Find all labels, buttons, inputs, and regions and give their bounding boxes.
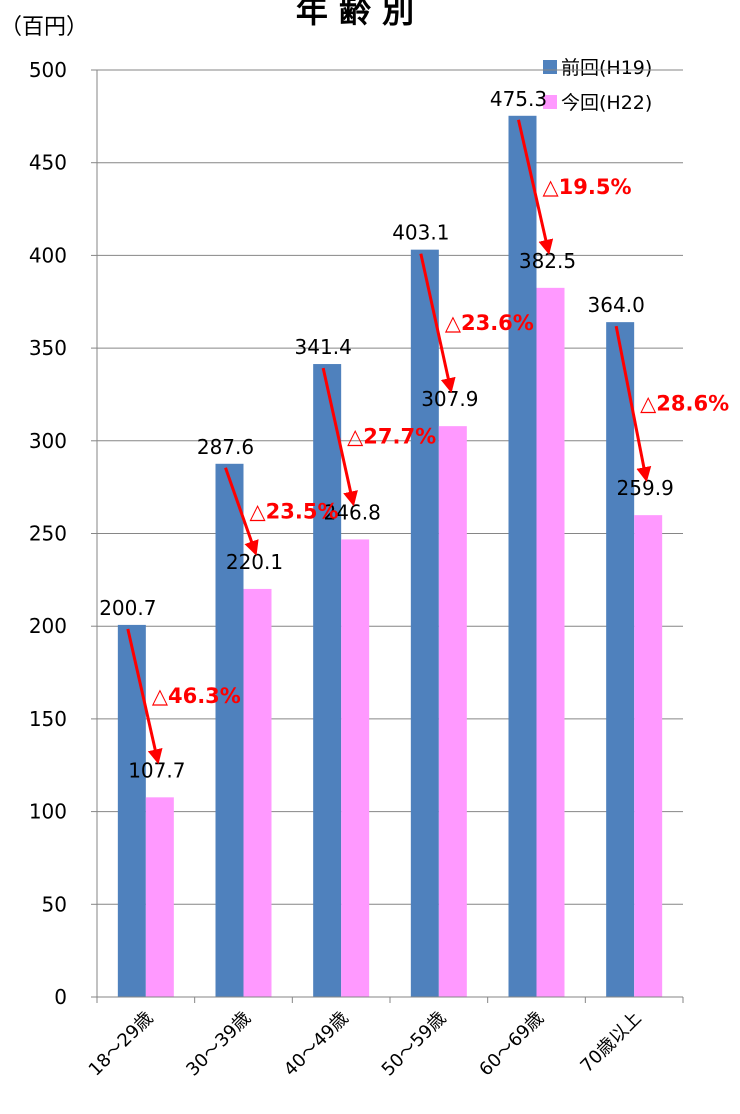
x-tick-label: 60～69歳 [475, 1008, 548, 1081]
axes [91, 69, 684, 1003]
y-tick-label: 250 [29, 522, 67, 546]
bar-previous [606, 322, 635, 997]
legend-swatch-current [543, 95, 557, 109]
y-tick-label: 400 [29, 243, 67, 267]
change-arrow [321, 367, 358, 507]
change-arrow [419, 253, 456, 394]
x-tick-label: 70歳以上 [576, 1008, 645, 1077]
change-arrow [224, 467, 259, 556]
y-tick-label: 450 [29, 151, 67, 175]
change-label: △23.6% [445, 311, 534, 335]
data-label-previous: 403.1 [392, 221, 449, 245]
y-tick-label: 200 [29, 614, 67, 638]
change-label: △23.5% [250, 499, 339, 523]
x-tick-label: 40～49歳 [280, 1008, 353, 1081]
bar-current [634, 515, 663, 997]
data-label-previous: 341.4 [295, 335, 352, 359]
change-arrow [126, 628, 163, 765]
data-label-previous: 364.0 [588, 293, 645, 317]
data-label-current: 107.7 [128, 758, 185, 782]
legend-swatch-previous [543, 60, 557, 74]
x-axis-tick-labels: 18～29歳 30～39歳 40～49歳 50～59歳 60～69歳 70歳以上 [85, 1008, 646, 1081]
chart-title: 年 齢 別 [296, 0, 414, 30]
change-label: △27.7% [347, 425, 436, 449]
legend-label-current: 今回(H22) [561, 92, 652, 114]
bar-previous [508, 115, 537, 997]
bar-current [341, 539, 370, 997]
change-label: △46.3% [152, 684, 241, 708]
bar-current [536, 287, 565, 998]
bar-previous [410, 249, 439, 998]
bar-current [145, 797, 174, 997]
change-label: △28.6% [640, 392, 729, 416]
legend-label-previous: 前回(H19) [561, 57, 652, 79]
data-label-current: 259.9 [617, 476, 674, 500]
x-tick-label: 50～59歳 [378, 1008, 451, 1081]
y-tick-label: 500 [29, 58, 67, 82]
x-tick-label: 18～29歳 [85, 1008, 158, 1081]
bar-previous [313, 364, 342, 997]
bar-previous [215, 463, 244, 997]
legend: 前回(H19) 今回(H22) [543, 57, 652, 114]
data-label-previous: 475.3 [490, 87, 547, 111]
bars [117, 115, 663, 998]
y-tick-label: 300 [29, 429, 67, 453]
data-label-current: 220.1 [226, 550, 283, 574]
gridlines [97, 69, 683, 905]
bar-current [438, 426, 467, 997]
change-labels: △46.3% △23.5% △27.7% △23.6% △19.5% △28.6% [152, 175, 729, 708]
x-tick-label: 30～39歳 [182, 1008, 255, 1081]
y-axis-unit-label: （百円） [0, 15, 88, 40]
y-tick-label: 350 [29, 336, 67, 360]
change-arrow [614, 325, 652, 483]
bar-previous [117, 624, 146, 997]
data-label-current: 382.5 [519, 249, 576, 273]
data-label-previous: 200.7 [99, 596, 156, 620]
change-label: △19.5% [543, 175, 632, 199]
bar-current [243, 588, 272, 997]
y-tick-label: 0 [54, 985, 67, 1009]
data-label-previous: 287.6 [197, 435, 254, 459]
y-axis-tick-labels: 0 50 100 150 200 250 300 350 400 450 500 [29, 58, 67, 1009]
data-label-current: 307.9 [421, 387, 478, 411]
y-tick-label: 50 [42, 892, 67, 916]
y-tick-label: 100 [29, 800, 67, 824]
change-arrow [517, 119, 554, 255]
change-arrows [126, 119, 652, 765]
y-tick-label: 150 [29, 707, 67, 731]
